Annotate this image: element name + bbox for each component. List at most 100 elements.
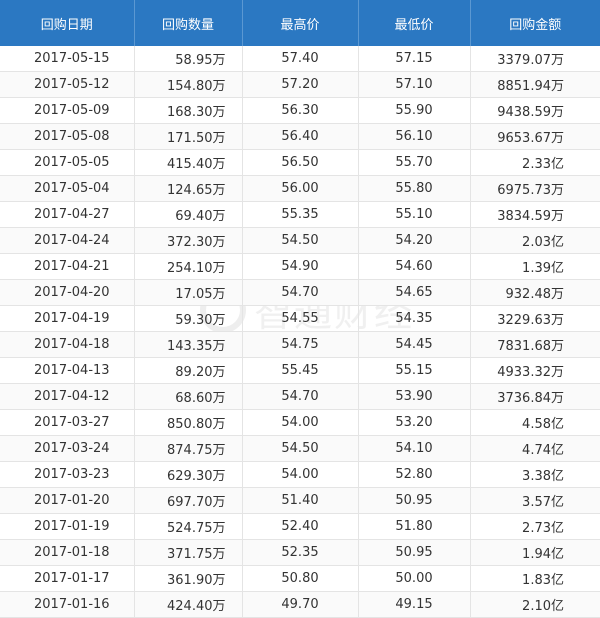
amount-cell: 4.58亿 bbox=[470, 409, 600, 436]
amount-cell: 9438.59万 bbox=[470, 97, 600, 124]
amount-cell: 8851.94万 bbox=[470, 71, 600, 98]
low-price-cell: 51.80 bbox=[358, 513, 471, 540]
date-cell: 2017-01-17 bbox=[0, 565, 135, 592]
quantity-cell: 89.20万 bbox=[134, 357, 243, 384]
table-body: 2017-05-15 58.95万 57.40 57.15 3379.07万 2017-0… bbox=[0, 46, 600, 618]
high-price-cell: 54.00 bbox=[242, 409, 359, 436]
high-price-cell: 54.70 bbox=[242, 279, 359, 306]
amount-cell: 3229.63万 bbox=[470, 305, 600, 332]
table-row: 2017-01-17 361.90万 50.80 50.00 1.83亿 bbox=[0, 565, 600, 592]
amount-cell: 9653.67万 bbox=[470, 123, 600, 150]
high-price-cell: 55.45 bbox=[242, 357, 359, 384]
quantity-cell: 874.75万 bbox=[134, 435, 243, 462]
date-cell: 2017-05-05 bbox=[0, 149, 135, 176]
low-price-cell: 55.80 bbox=[358, 175, 471, 202]
quantity-cell: 424.40万 bbox=[134, 591, 243, 618]
amount-cell: 2.03亿 bbox=[470, 227, 600, 254]
low-price-cell: 54.60 bbox=[358, 253, 471, 280]
table-row: 2017-04-12 68.60万 54.70 53.90 3736.84万 bbox=[0, 383, 600, 410]
amount-cell: 1.39亿 bbox=[470, 253, 600, 280]
high-price-cell: 56.00 bbox=[242, 175, 359, 202]
date-cell: 2017-03-24 bbox=[0, 435, 135, 462]
high-price-cell: 49.70 bbox=[242, 591, 359, 618]
date-cell: 2017-05-08 bbox=[0, 123, 135, 150]
amount-cell: 2.33亿 bbox=[470, 149, 600, 176]
low-price-cell: 54.35 bbox=[358, 305, 471, 332]
amount-cell: 2.73亿 bbox=[470, 513, 600, 540]
amount-cell: 3.38亿 bbox=[470, 461, 600, 488]
quantity-cell: 124.65万 bbox=[134, 175, 243, 202]
quantity-cell: 697.70万 bbox=[134, 487, 243, 514]
high-price-cell: 54.75 bbox=[242, 331, 359, 358]
date-cell: 2017-04-20 bbox=[0, 279, 135, 306]
date-cell: 2017-04-18 bbox=[0, 331, 135, 358]
quantity-cell: 143.35万 bbox=[134, 331, 243, 358]
high-price-cell: 54.55 bbox=[242, 305, 359, 332]
low-price-cell: 52.80 bbox=[358, 461, 471, 488]
date-cell: 2017-01-20 bbox=[0, 487, 135, 514]
high-price-cell: 56.50 bbox=[242, 149, 359, 176]
table-row: 2017-04-27 69.40万 55.35 55.10 3834.59万 bbox=[0, 201, 600, 228]
high-price-cell: 54.00 bbox=[242, 461, 359, 488]
date-cell: 2017-01-16 bbox=[0, 591, 135, 618]
table-header-row: 回购日期 回购数量 最高价 最低价 回购金额 bbox=[0, 0, 600, 46]
table-row: 2017-04-13 89.20万 55.45 55.15 4933.32万 bbox=[0, 357, 600, 384]
amount-cell: 7831.68万 bbox=[470, 331, 600, 358]
high-price-cell: 52.35 bbox=[242, 539, 359, 566]
date-cell: 2017-05-15 bbox=[0, 46, 135, 72]
date-cell: 2017-04-12 bbox=[0, 383, 135, 410]
low-price-cell: 55.10 bbox=[358, 201, 471, 228]
high-price-cell: 55.35 bbox=[242, 201, 359, 228]
high-price-cell: 54.90 bbox=[242, 253, 359, 280]
date-cell: 2017-03-23 bbox=[0, 461, 135, 488]
table-row: 2017-01-18 371.75万 52.35 50.95 1.94亿 bbox=[0, 539, 600, 566]
header-high-price[interactable]: 最高价 bbox=[242, 0, 359, 46]
high-price-cell: 57.40 bbox=[242, 46, 359, 72]
date-cell: 2017-04-21 bbox=[0, 253, 135, 280]
table-row: 2017-01-16 424.40万 49.70 49.15 2.10亿 bbox=[0, 591, 600, 618]
table-row: 2017-05-08 171.50万 56.40 56.10 9653.67万 bbox=[0, 123, 600, 150]
high-price-cell: 52.40 bbox=[242, 513, 359, 540]
low-price-cell: 50.95 bbox=[358, 539, 471, 566]
low-price-cell: 50.95 bbox=[358, 487, 471, 514]
table-row: 2017-04-24 372.30万 54.50 54.20 2.03亿 bbox=[0, 227, 600, 254]
amount-cell: 3834.59万 bbox=[470, 201, 600, 228]
header-low-price[interactable]: 最低价 bbox=[358, 0, 471, 46]
date-cell: 2017-04-19 bbox=[0, 305, 135, 332]
quantity-cell: 372.30万 bbox=[134, 227, 243, 254]
low-price-cell: 49.15 bbox=[358, 591, 471, 618]
table-row: 2017-01-20 697.70万 51.40 50.95 3.57亿 bbox=[0, 487, 600, 514]
high-price-cell: 50.80 bbox=[242, 565, 359, 592]
low-price-cell: 56.10 bbox=[358, 123, 471, 150]
quantity-cell: 361.90万 bbox=[134, 565, 243, 592]
high-price-cell: 57.20 bbox=[242, 71, 359, 98]
table-row: 2017-04-21 254.10万 54.90 54.60 1.39亿 bbox=[0, 253, 600, 280]
amount-cell: 4933.32万 bbox=[470, 357, 600, 384]
high-price-cell: 56.30 bbox=[242, 97, 359, 124]
table-row: 2017-04-18 143.35万 54.75 54.45 7831.68万 bbox=[0, 331, 600, 358]
header-amount[interactable]: 回购金额 bbox=[470, 0, 600, 46]
quantity-cell: 850.80万 bbox=[134, 409, 243, 436]
low-price-cell: 53.20 bbox=[358, 409, 471, 436]
date-cell: 2017-04-24 bbox=[0, 227, 135, 254]
table-row: 2017-05-05 415.40万 56.50 55.70 2.33亿 bbox=[0, 149, 600, 176]
quantity-cell: 59.30万 bbox=[134, 305, 243, 332]
table-row: 2017-01-19 524.75万 52.40 51.80 2.73亿 bbox=[0, 513, 600, 540]
date-cell: 2017-05-04 bbox=[0, 175, 135, 202]
quantity-cell: 171.50万 bbox=[134, 123, 243, 150]
date-cell: 2017-04-27 bbox=[0, 201, 135, 228]
table-row: 2017-05-04 124.65万 56.00 55.80 6975.73万 bbox=[0, 175, 600, 202]
low-price-cell: 57.10 bbox=[358, 71, 471, 98]
amount-cell: 2.10亿 bbox=[470, 591, 600, 618]
header-date[interactable]: 回购日期 bbox=[0, 0, 135, 46]
quantity-cell: 68.60万 bbox=[134, 383, 243, 410]
low-price-cell: 53.90 bbox=[358, 383, 471, 410]
table-row: 2017-03-24 874.75万 54.50 54.10 4.74亿 bbox=[0, 435, 600, 462]
table-row: 2017-04-19 59.30万 54.55 54.35 3229.63万 bbox=[0, 305, 600, 332]
quantity-cell: 629.30万 bbox=[134, 461, 243, 488]
low-price-cell: 54.65 bbox=[358, 279, 471, 306]
quantity-cell: 69.40万 bbox=[134, 201, 243, 228]
header-quantity[interactable]: 回购数量 bbox=[134, 0, 243, 46]
high-price-cell: 54.50 bbox=[242, 435, 359, 462]
